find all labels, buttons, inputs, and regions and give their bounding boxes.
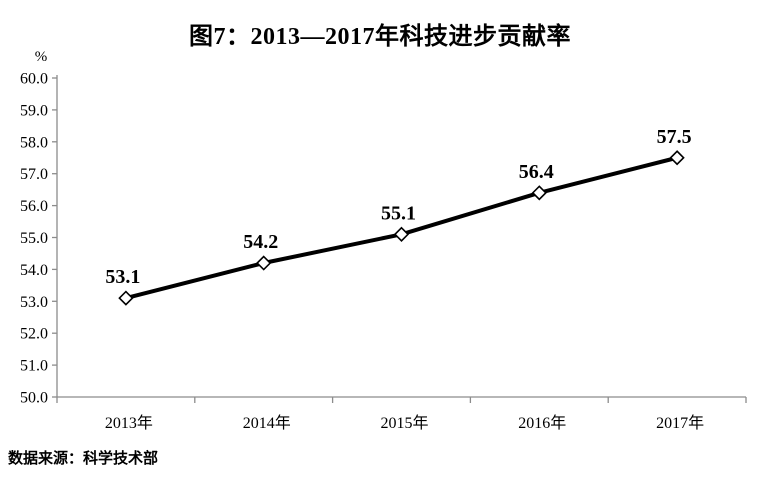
x-tick-label: 2017年: [656, 414, 704, 432]
x-tick-label: 2015年: [380, 414, 428, 432]
x-tick-label: 2013年: [105, 414, 153, 432]
y-tick-label: 53.0: [20, 294, 48, 311]
data-point-label: 56.4: [519, 161, 554, 183]
y-axis-unit-label: %: [35, 49, 48, 65]
data-point-marker: [256, 255, 272, 271]
x-tick-label: 2014年: [243, 414, 291, 432]
data-point-label: 54.2: [243, 231, 278, 253]
y-tick-label: 55.0: [20, 230, 48, 247]
y-tick-label: 57.0: [20, 166, 48, 183]
y-tick-label: 54.0: [20, 262, 48, 279]
y-tick-label: 56.0: [20, 198, 48, 215]
y-tick-label: 58.0: [20, 134, 48, 151]
data-point-marker: [118, 290, 134, 306]
data-point-label: 57.5: [657, 126, 692, 148]
data-point-marker: [531, 185, 547, 201]
chart-title: 图7：2013—2017年科技进步贡献率: [189, 24, 571, 50]
y-tick-label: 51.0: [20, 358, 48, 375]
data-point-marker: [669, 150, 685, 166]
data-point-label: 55.1: [381, 202, 416, 224]
source-note: 数据来源：科学技术部: [8, 450, 159, 467]
data-point-label: 53.1: [105, 266, 140, 288]
y-tick-label: 59.0: [20, 102, 48, 119]
y-tick-label: 52.0: [20, 326, 48, 343]
y-tick-label: 50.0: [20, 390, 48, 407]
y-tick-label: 60.0: [20, 71, 48, 88]
data-point-marker: [393, 226, 410, 242]
x-tick-label: 2016年: [518, 414, 566, 432]
